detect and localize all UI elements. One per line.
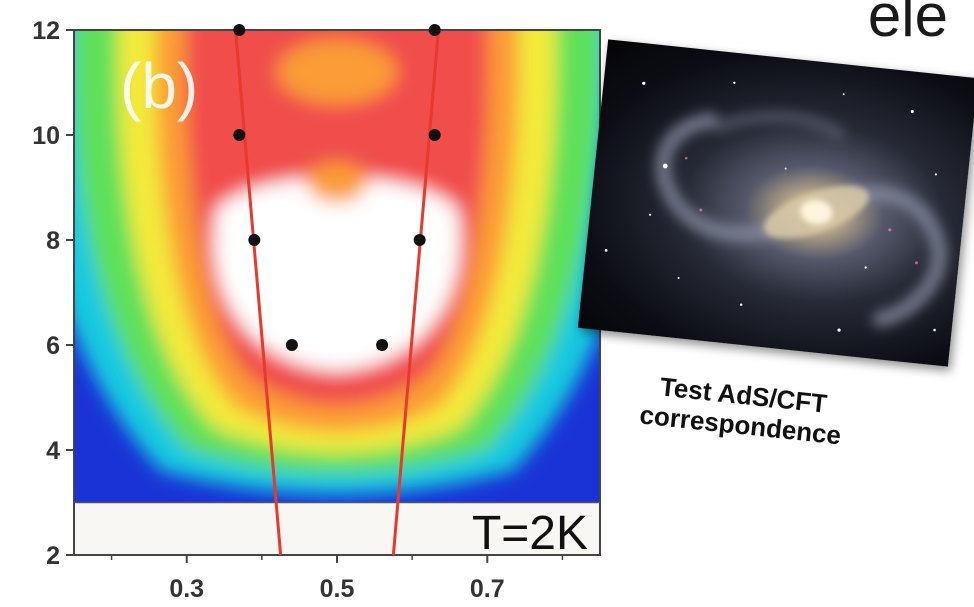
fit-line-2 xyxy=(391,30,440,555)
data-point-8 xyxy=(376,339,389,351)
x-tick-label-0.7: 0.7 xyxy=(470,575,505,603)
data-points xyxy=(233,24,441,351)
x-tick-label-0.3: 0.3 xyxy=(169,575,204,603)
heat-spot-top xyxy=(277,40,397,104)
y-tick-label-12: 12 xyxy=(32,17,60,45)
y-tick-label-4: 4 xyxy=(46,437,60,465)
fit-lines xyxy=(234,30,440,555)
no-data-band xyxy=(74,502,600,555)
data-point-7 xyxy=(285,339,298,351)
data-point-6 xyxy=(413,234,426,246)
y-tick-label-8: 8 xyxy=(46,227,60,255)
data-point-4 xyxy=(428,129,441,141)
axis-ticks: 2 4 6 8 10 12 0.3 0.5 0.7 xyxy=(32,17,600,603)
x-tick-label-0.5: 0.5 xyxy=(320,575,355,603)
y-tick-label-10: 10 xyxy=(32,122,60,150)
fit-line-1 xyxy=(234,30,283,555)
data-point-3 xyxy=(233,129,246,141)
heat-spot-mid xyxy=(307,162,367,203)
data-point-5 xyxy=(248,234,261,246)
y-tick-label-6: 6 xyxy=(46,332,60,360)
heat-core xyxy=(213,177,461,372)
panel-label: (b) xyxy=(120,50,198,122)
cropped-title-text: ele xyxy=(867,0,948,49)
data-point-2 xyxy=(428,24,441,36)
temperature-annotation: T=2K xyxy=(472,507,588,560)
data-point-1 xyxy=(233,24,246,36)
y-tick-label-2: 2 xyxy=(46,542,60,570)
galaxy-image xyxy=(577,39,974,367)
